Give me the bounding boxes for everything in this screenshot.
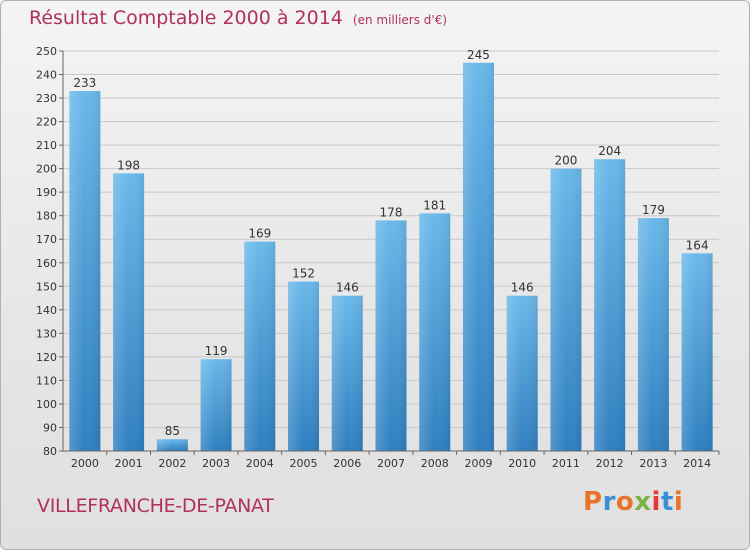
y-tick-label: 200 [36, 163, 57, 176]
x-tick-label-2001: 2001 [115, 457, 143, 470]
logo-letter: o [615, 487, 635, 517]
data-label-2004: 169 [248, 227, 271, 241]
y-tick-label: 120 [36, 351, 57, 364]
bar-shine-2004 [244, 241, 276, 451]
y-tick-label: 140 [36, 304, 57, 317]
bar-shine-2000 [69, 91, 101, 451]
y-tick-label: 100 [36, 398, 57, 411]
x-tick-label-2000: 2000 [71, 457, 99, 470]
data-label-2001: 198 [117, 158, 140, 172]
logo-letter: r [602, 487, 616, 517]
data-label-2014: 164 [686, 238, 709, 252]
y-tick-label: 210 [36, 139, 57, 152]
bar-shine-2012 [594, 159, 626, 451]
x-tick-label-2010: 2010 [508, 457, 536, 470]
y-tick-label: 220 [36, 116, 57, 129]
chart-title-text: Résultat Comptable 2000 à 2014 [29, 7, 343, 29]
x-tick-label-2003: 2003 [202, 457, 230, 470]
chart-title: Résultat Comptable 2000 à 2014 (en millie… [29, 7, 447, 29]
labels: 80 90 100 110 120 130 140 150 160 170 180 190 200 210… [36, 45, 711, 470]
x-tick-label-2011: 2011 [552, 457, 580, 470]
bar-shine-2002 [156, 439, 188, 451]
bar-shine-2008 [419, 213, 451, 451]
data-label-2012: 204 [598, 144, 621, 158]
y-tick-label: 150 [36, 280, 57, 293]
bar-shine-2013 [637, 218, 669, 451]
chart-unit: (en milliers d'€) [352, 13, 448, 27]
axes [59, 50, 720, 455]
x-tick-label-2002: 2002 [158, 457, 186, 470]
logo-letter: P [583, 487, 603, 517]
logo-letter: t [660, 487, 674, 517]
x-tick-label-2013: 2013 [639, 457, 667, 470]
data-label-2006: 146 [336, 281, 359, 295]
data-label-2005: 152 [292, 267, 315, 281]
y-tick-label: 240 [36, 69, 57, 82]
y-tick-label: 180 [36, 210, 57, 223]
data-label-2009: 245 [467, 48, 490, 62]
bar-shine-2007 [375, 220, 407, 451]
logo-letter: x [634, 487, 652, 517]
bar-shine-2009 [462, 62, 494, 451]
bar-shine-2010 [506, 295, 538, 451]
logo-letter: i [651, 487, 661, 517]
bar-shine-2014 [681, 253, 713, 451]
bar-shine-2001 [113, 173, 145, 451]
y-tick-label: 230 [36, 92, 57, 105]
x-tick-label-2014: 2014 [683, 457, 711, 470]
x-tick-label-2005: 2005 [290, 457, 318, 470]
y-tick-label: 130 [36, 327, 57, 340]
y-tick-label: 250 [36, 45, 57, 58]
data-label-2008: 181 [423, 198, 446, 212]
x-tick-label-2009: 2009 [464, 457, 492, 470]
proxiti-logo: Proxiti [583, 487, 683, 517]
data-label-2010: 146 [511, 281, 534, 295]
data-label-2011: 200 [554, 154, 577, 168]
data-label-2002: 85 [165, 424, 180, 438]
y-tick-label: 170 [36, 233, 57, 246]
data-label-2007: 178 [380, 205, 403, 219]
y-tick-label: 90 [43, 421, 57, 434]
bar-shine-2011 [550, 168, 582, 451]
logo-letter: i [673, 487, 684, 517]
commune-name: VILLEFRANCHE-DE-PANAT [37, 495, 274, 517]
y-tick-label: 160 [36, 257, 57, 270]
x-tick-label-2004: 2004 [246, 457, 274, 470]
x-tick-label-2006: 2006 [333, 457, 361, 470]
x-tick-label-2012: 2012 [596, 457, 624, 470]
data-label-2000: 233 [73, 76, 96, 90]
bar-shine-2003 [200, 359, 232, 451]
y-tick-label: 110 [36, 374, 57, 387]
data-label-2013: 179 [642, 203, 665, 217]
x-tick-label-2008: 2008 [421, 457, 449, 470]
y-tick-label: 190 [36, 186, 57, 199]
bar-shine-2005 [288, 281, 320, 451]
bars [69, 62, 713, 451]
bar-shine-2006 [331, 295, 363, 451]
x-tick-label-2007: 2007 [377, 457, 405, 470]
y-tick-label: 80 [43, 445, 57, 458]
data-label-2003: 119 [205, 344, 228, 358]
